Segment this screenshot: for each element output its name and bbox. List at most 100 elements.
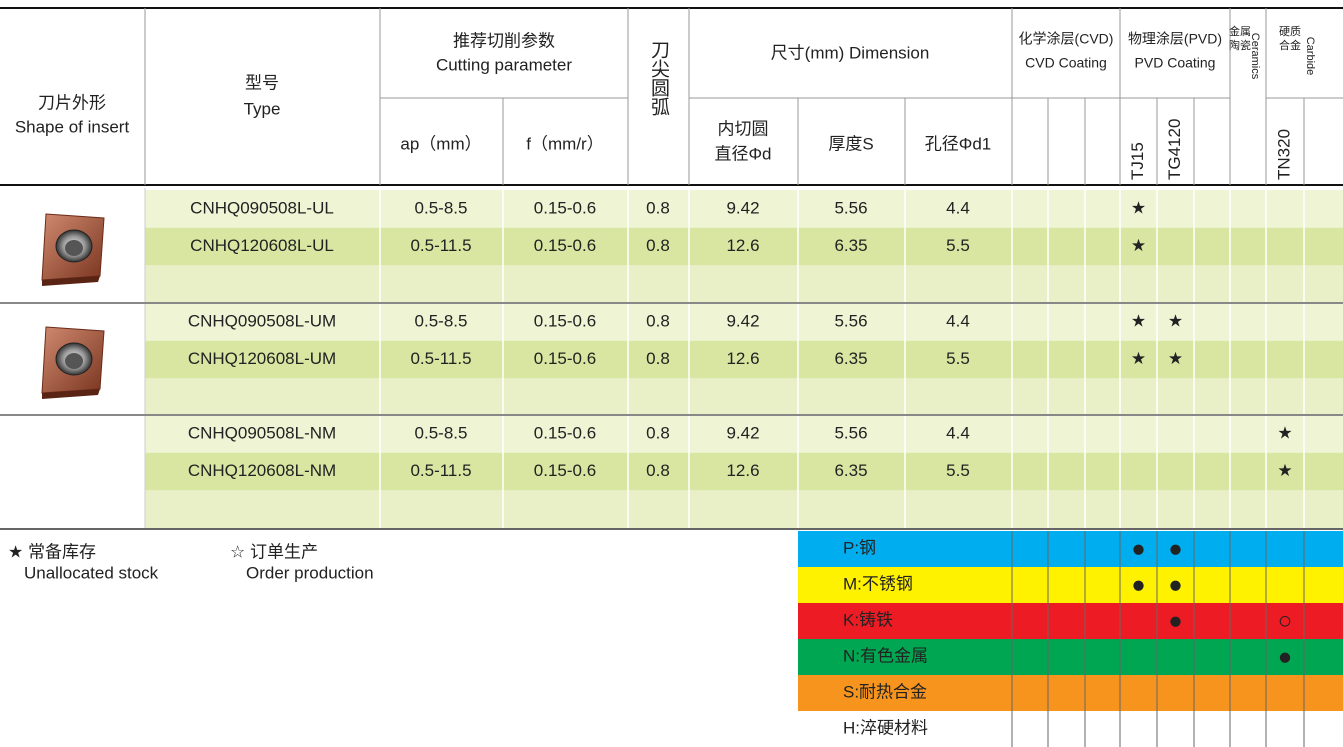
- stock-star: ★: [1131, 198, 1146, 217]
- material-label: M:不锈钢: [843, 574, 913, 593]
- cell-text: CNHQ090508L-UL: [190, 198, 334, 217]
- cell-text: CVD Coating: [1025, 55, 1107, 71]
- cell-text: 4.4: [946, 198, 970, 217]
- cell-text: 型号: [245, 73, 279, 92]
- cell-text: 孔径Φd1: [925, 134, 991, 153]
- cell-text: 0.5-8.5: [415, 423, 468, 442]
- cell-text: 0.15-0.6: [534, 198, 596, 217]
- material-label: S:耐热合金: [843, 682, 927, 701]
- suitability-mark: ●: [1168, 571, 1183, 598]
- suitability-mark: ●: [1131, 571, 1146, 598]
- cell-text: 0.8: [646, 198, 670, 217]
- insert-side: [42, 276, 100, 286]
- cell-text: 0.5-8.5: [415, 198, 468, 217]
- cell-text: CNHQ090508L-UM: [188, 311, 336, 330]
- cell-text: Unallocated stock: [24, 563, 159, 582]
- cell-text: f（mm/r）: [526, 134, 603, 153]
- material-row: [798, 567, 1343, 603]
- cell-text: 6.35: [834, 349, 867, 368]
- cell-text: Carbide: [1304, 37, 1316, 76]
- cell-text: 0.8: [646, 461, 670, 480]
- grade-label: TN320: [1274, 129, 1293, 180]
- cell-text: 9.42: [726, 198, 759, 217]
- cell-text: CNHQ120608L-UM: [188, 349, 336, 368]
- cell-text: 0.5-11.5: [410, 461, 471, 480]
- stock-star: ★: [1131, 236, 1146, 255]
- cell-text: ap（mm）: [400, 134, 481, 153]
- row-bg: [145, 452, 1343, 491]
- cell-text: 0.8: [646, 311, 670, 330]
- row-bg: [145, 415, 1343, 453]
- cell-text: 5.5: [946, 461, 970, 480]
- cell-text: 0.8: [646, 236, 670, 255]
- cell-text: CNHQ090508L-NM: [188, 423, 336, 442]
- insert-hole-inner: [65, 353, 83, 369]
- cell-text: PVD Coating: [1135, 55, 1216, 71]
- cell-text: 0.8: [646, 349, 670, 368]
- material-label: N:有色金属: [843, 646, 928, 665]
- cell-text: ★ 常备库存: [8, 542, 96, 561]
- material-label: P:钢: [843, 538, 876, 557]
- insert-side: [42, 389, 100, 399]
- cell-text: 0.8: [646, 423, 670, 442]
- cell-text: 0.15-0.6: [534, 423, 596, 442]
- cell-text: 6.35: [834, 461, 867, 480]
- stock-star: ★: [1168, 349, 1183, 368]
- stock-star: ★: [1131, 349, 1146, 368]
- cell-text: 9.42: [726, 423, 759, 442]
- cell-text: 4.4: [946, 311, 970, 330]
- cell-text: CNHQ120608L-UL: [190, 236, 334, 255]
- stock-star: ★: [1277, 461, 1292, 480]
- cell-text: 5.56: [834, 423, 867, 442]
- suitability-mark: ●: [1168, 535, 1183, 562]
- cell-text: 尺寸(mm) Dimension: [771, 43, 930, 62]
- cell-text: 5.56: [834, 198, 867, 217]
- suitability-mark: ●: [1131, 535, 1146, 562]
- cell-text: CNHQ120608L-NM: [188, 461, 336, 480]
- cell-text: 0.15-0.6: [534, 236, 596, 255]
- insert-hole-inner: [65, 240, 83, 256]
- cell-text: 直径Φd: [714, 144, 771, 163]
- material-row: [798, 603, 1343, 639]
- suitability-mark: ●: [1168, 607, 1183, 634]
- cell-text: 物理涂层(PVD): [1128, 31, 1222, 47]
- cell-text: 4.4: [946, 423, 970, 442]
- cell-text: 12.6: [726, 461, 759, 480]
- suitability-mark: ○: [1278, 607, 1293, 634]
- cell-text: 硬质: [1279, 25, 1301, 38]
- cell-text: 5.56: [834, 311, 867, 330]
- cell-text: 厚度S: [828, 134, 873, 153]
- material-row: [798, 675, 1343, 711]
- cell-text: Ceramics: [1249, 33, 1261, 80]
- material-row: [798, 639, 1343, 675]
- row-bg: [145, 227, 1343, 266]
- cell-text: Shape of insert: [15, 117, 130, 136]
- cell-text: 0.5-8.5: [415, 311, 468, 330]
- cell-text: 推荐切削参数: [453, 31, 555, 50]
- material-label: K:铸铁: [843, 610, 893, 629]
- cell-text: Order production: [246, 563, 374, 582]
- cell-text: 0.15-0.6: [534, 461, 596, 480]
- cell-text: 金属: [1229, 24, 1251, 38]
- cell-text: 0.5-11.5: [410, 236, 471, 255]
- insert-image: [41, 326, 105, 399]
- row-bg: [145, 340, 1343, 379]
- material-label: H:淬硬材料: [843, 718, 928, 737]
- cell-text: Cutting parameter: [436, 55, 572, 74]
- cell-text: 9.42: [726, 311, 759, 330]
- stock-star: ★: [1131, 311, 1146, 330]
- row-bg: [145, 190, 1343, 228]
- cell-text: 合金: [1279, 38, 1301, 52]
- suitability-mark: ●: [1278, 643, 1293, 670]
- insert-image: [41, 213, 105, 286]
- row-bg: [145, 265, 1343, 304]
- row-bg: [145, 490, 1343, 529]
- stock-star: ★: [1277, 423, 1292, 442]
- cell-text: 内切圆: [718, 119, 769, 138]
- cell-text: ☆ 订单生产: [230, 542, 318, 561]
- cell-text: 0.15-0.6: [534, 311, 596, 330]
- cell-text: 陶瓷: [1229, 38, 1251, 52]
- material-row: [798, 711, 1343, 747]
- cell-text: 0.15-0.6: [534, 349, 596, 368]
- cell-text: 5.5: [946, 349, 970, 368]
